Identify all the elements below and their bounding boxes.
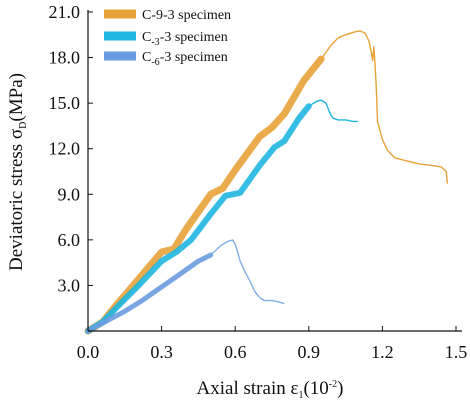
series-3-band [85, 252, 214, 334]
legend-label: C-6-3 specimen [142, 50, 228, 68]
series-1-band [84, 55, 325, 335]
x-axis-title-close: ) [337, 378, 343, 399]
x-axis-title-main: Axial strain ε [197, 378, 299, 399]
x-tick-label: 0.3 [150, 342, 173, 362]
series-3-line [210, 239, 285, 305]
y-axis-title-unit: (MPa) [6, 73, 27, 122]
legend-label: C-3-3 specimen [142, 30, 228, 48]
y-axis-title-main: Deviatoric stress σ [6, 129, 27, 271]
legend-label: C-9-3 specimen [142, 8, 231, 23]
series-2-band [85, 103, 312, 334]
x-axis-title: Axial strain ε1(10-2) [197, 378, 344, 401]
y-axis-title: Deviatoric stress σD(MPa) [6, 73, 29, 271]
legend: C-9-3 specimen C-3-3 specimen C-6-3 specim… [104, 8, 231, 68]
x-axis-title-unit: (10 [303, 378, 328, 399]
x-tick-label: 0.9 [298, 342, 321, 362]
y-tick-label: 9.0 [58, 184, 81, 204]
chart-marks [84, 30, 449, 335]
y-tick-label: 15.0 [49, 93, 81, 113]
x-tick-label: 1.2 [371, 342, 394, 362]
x-axis-title-unit-sup: -2 [329, 379, 337, 390]
series-2-line [308, 99, 358, 123]
x-tick-label: 0.0 [77, 342, 100, 362]
y-tick-label: 6.0 [58, 230, 81, 250]
y-tick-label: 12.0 [49, 139, 81, 159]
y-tick-label: 21.0 [49, 2, 81, 22]
y-ticks: 3.0 6.0 9.0 12.0 15.0 18.0 21.0 [49, 2, 93, 295]
x-tick-label: 1.5 [445, 342, 468, 362]
y-axis-title-sub: D [18, 122, 29, 129]
y-tick-label: 18.0 [49, 48, 81, 68]
x-ticks: 0.0 0.3 0.6 0.9 1.2 1.5 [77, 326, 468, 362]
x-tick-label: 0.6 [224, 342, 247, 362]
x-axis-title-sub: 1 [298, 390, 303, 401]
series-1-line [320, 30, 449, 184]
y-tick-label: 3.0 [58, 275, 81, 295]
